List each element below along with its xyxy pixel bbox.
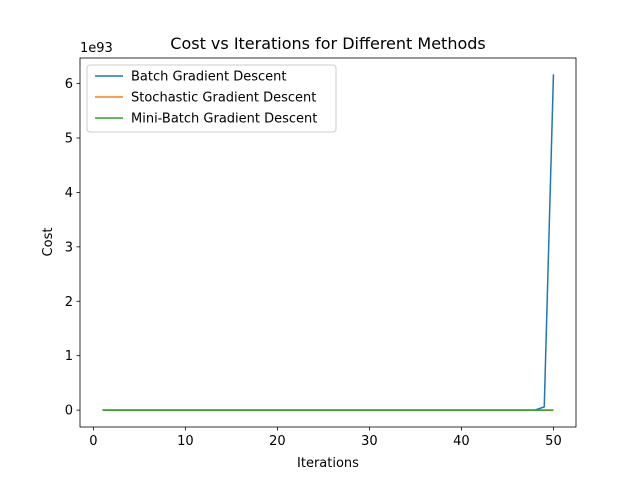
legend: Batch Gradient Descent Stochastic Gradien… xyxy=(86,64,337,133)
legend-label-3: Mini-Batch Gradient Descent xyxy=(131,112,317,127)
y-tick-label: 3 xyxy=(65,240,73,255)
x-ticks: 0 10 20 30 40 50 xyxy=(89,427,562,449)
y-offset-label: 1e93 xyxy=(80,41,113,56)
x-tick-label: 50 xyxy=(545,434,562,449)
y-ticks: 0 1 2 3 4 5 6 xyxy=(65,77,80,419)
x-axis-label: Iterations xyxy=(297,456,359,471)
x-tick-label: 0 xyxy=(89,434,97,449)
x-tick-label: 10 xyxy=(177,434,194,449)
x-tick-label: 30 xyxy=(361,434,378,449)
y-tick-label: 6 xyxy=(65,77,73,92)
legend-label-1: Batch Gradient Descent xyxy=(131,70,286,85)
y-axis-label: Cost xyxy=(41,228,56,257)
x-tick-label: 40 xyxy=(453,434,470,449)
series-layer xyxy=(102,74,555,411)
x-tick-label: 20 xyxy=(269,434,286,449)
chart-title: Cost vs Iterations for Different Methods xyxy=(170,34,485,53)
legend-box xyxy=(86,64,337,133)
plot-frame xyxy=(79,57,577,428)
y-tick-label: 0 xyxy=(65,404,73,419)
legend-label-2: Stochastic Gradient Descent xyxy=(131,91,316,106)
y-tick-label: 4 xyxy=(65,186,73,201)
y-tick-label: 2 xyxy=(65,295,73,310)
y-tick-label: 5 xyxy=(65,132,73,147)
y-tick-label: 1 xyxy=(65,349,73,364)
